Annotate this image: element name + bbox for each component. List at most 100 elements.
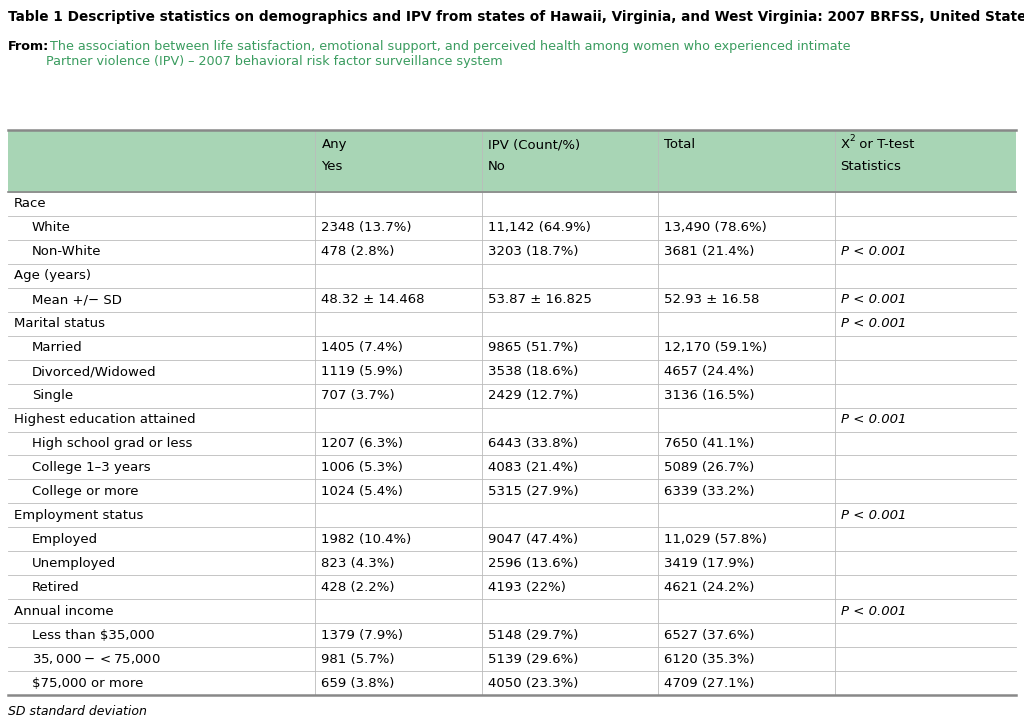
Text: 1006 (5.3%): 1006 (5.3%) <box>322 461 403 474</box>
Text: P < 0.001: P < 0.001 <box>841 605 906 617</box>
Text: 7650 (41.1%): 7650 (41.1%) <box>665 437 755 450</box>
Text: 5089 (26.7%): 5089 (26.7%) <box>665 461 755 474</box>
Text: Statistics: Statistics <box>841 160 901 173</box>
Text: 4083 (21.4%): 4083 (21.4%) <box>487 461 578 474</box>
Text: 11,029 (57.8%): 11,029 (57.8%) <box>665 533 767 546</box>
Text: 4050 (23.3%): 4050 (23.3%) <box>487 676 579 689</box>
Text: 1405 (7.4%): 1405 (7.4%) <box>322 341 403 354</box>
Bar <box>8 551 1016 575</box>
Text: Married: Married <box>32 341 83 354</box>
Text: 5148 (29.7%): 5148 (29.7%) <box>487 629 579 642</box>
Text: 53.87 ± 16.825: 53.87 ± 16.825 <box>487 293 592 307</box>
Text: Divorced/Widowed: Divorced/Widowed <box>32 365 157 378</box>
Bar <box>8 192 1016 216</box>
Text: 981 (5.7%): 981 (5.7%) <box>322 653 395 666</box>
Text: 1207 (6.3%): 1207 (6.3%) <box>322 437 403 450</box>
Text: 659 (3.8%): 659 (3.8%) <box>322 676 395 689</box>
Bar <box>8 623 1016 647</box>
Text: 4709 (27.1%): 4709 (27.1%) <box>665 676 755 689</box>
Bar <box>8 480 1016 503</box>
Text: X: X <box>841 138 850 151</box>
Text: College or more: College or more <box>32 485 138 498</box>
Bar <box>8 432 1016 455</box>
Text: P < 0.001: P < 0.001 <box>841 246 906 258</box>
Text: 13,490 (78.6%): 13,490 (78.6%) <box>665 221 767 235</box>
Text: 9865 (51.7%): 9865 (51.7%) <box>487 341 579 354</box>
Text: Less than $35,000: Less than $35,000 <box>32 629 155 642</box>
Bar <box>8 264 1016 288</box>
Text: 4657 (24.4%): 4657 (24.4%) <box>665 365 755 378</box>
Text: 5139 (29.6%): 5139 (29.6%) <box>487 653 579 666</box>
Bar <box>8 240 1016 264</box>
Text: 6339 (33.2%): 6339 (33.2%) <box>665 485 755 498</box>
Bar <box>8 360 1016 383</box>
Text: 6120 (35.3%): 6120 (35.3%) <box>665 653 755 666</box>
Text: 2429 (12.7%): 2429 (12.7%) <box>487 389 579 402</box>
Text: 52.93 ± 16.58: 52.93 ± 16.58 <box>665 293 760 307</box>
Text: 3203 (18.7%): 3203 (18.7%) <box>487 246 579 258</box>
Text: Non-White: Non-White <box>32 246 101 258</box>
Text: P < 0.001: P < 0.001 <box>841 317 906 330</box>
Bar <box>8 312 1016 336</box>
Text: 3681 (21.4%): 3681 (21.4%) <box>665 246 755 258</box>
Text: $75,000 or more: $75,000 or more <box>32 676 143 689</box>
Bar <box>8 336 1016 360</box>
Bar <box>8 455 1016 480</box>
Text: or T-test: or T-test <box>855 138 914 151</box>
Text: SD standard deviation: SD standard deviation <box>8 705 146 718</box>
Text: Marital status: Marital status <box>14 317 105 330</box>
Text: P < 0.001: P < 0.001 <box>841 293 906 307</box>
Bar <box>8 527 1016 551</box>
Text: 707 (3.7%): 707 (3.7%) <box>322 389 395 402</box>
Bar <box>8 130 1016 192</box>
Text: From:: From: <box>8 40 49 53</box>
Text: 4193 (22%): 4193 (22%) <box>487 581 565 594</box>
Bar <box>8 503 1016 527</box>
Text: 6443 (33.8%): 6443 (33.8%) <box>487 437 578 450</box>
Text: 823 (4.3%): 823 (4.3%) <box>322 556 395 570</box>
Bar <box>8 408 1016 432</box>
Bar <box>8 671 1016 695</box>
Text: 1982 (10.4%): 1982 (10.4%) <box>322 533 412 546</box>
Text: 12,170 (59.1%): 12,170 (59.1%) <box>665 341 767 354</box>
Bar <box>8 647 1016 671</box>
Text: 478 (2.8%): 478 (2.8%) <box>322 246 395 258</box>
Bar <box>8 600 1016 623</box>
Text: 5315 (27.9%): 5315 (27.9%) <box>487 485 579 498</box>
Text: Employment status: Employment status <box>14 509 143 522</box>
Text: P < 0.001: P < 0.001 <box>841 413 906 426</box>
Text: White: White <box>32 221 71 235</box>
Text: 2: 2 <box>850 134 855 143</box>
Text: 48.32 ± 14.468: 48.32 ± 14.468 <box>322 293 425 307</box>
Text: Highest education attained: Highest education attained <box>14 413 196 426</box>
Text: 1024 (5.4%): 1024 (5.4%) <box>322 485 403 498</box>
Text: 4621 (24.2%): 4621 (24.2%) <box>665 581 755 594</box>
Bar <box>8 575 1016 600</box>
Text: Any: Any <box>322 138 347 151</box>
Text: Mean +/− SD: Mean +/− SD <box>32 293 122 307</box>
Text: P < 0.001: P < 0.001 <box>841 509 906 522</box>
Text: Race: Race <box>14 197 47 210</box>
Bar <box>8 216 1016 240</box>
Text: No: No <box>487 160 506 173</box>
Text: 6527 (37.6%): 6527 (37.6%) <box>665 629 755 642</box>
Text: 3538 (18.6%): 3538 (18.6%) <box>487 365 579 378</box>
Text: 3136 (16.5%): 3136 (16.5%) <box>665 389 755 402</box>
Text: Single: Single <box>32 389 73 402</box>
Text: 2348 (13.7%): 2348 (13.7%) <box>322 221 412 235</box>
Bar <box>8 383 1016 408</box>
Text: The association between life satisfaction, emotional support, and perceived heal: The association between life satisfactio… <box>46 40 851 68</box>
Bar <box>8 288 1016 312</box>
Text: 3419 (17.9%): 3419 (17.9%) <box>665 556 755 570</box>
Text: 428 (2.2%): 428 (2.2%) <box>322 581 395 594</box>
Text: 1119 (5.9%): 1119 (5.9%) <box>322 365 403 378</box>
Text: Total: Total <box>665 138 695 151</box>
Text: Age (years): Age (years) <box>14 269 91 282</box>
Text: Retired: Retired <box>32 581 80 594</box>
Text: IPV (Count/%): IPV (Count/%) <box>487 138 580 151</box>
Text: Annual income: Annual income <box>14 605 114 617</box>
Text: 1379 (7.9%): 1379 (7.9%) <box>322 629 403 642</box>
Text: Table 1 Descriptive statistics on demographics and IPV from states of Hawaii, Vi: Table 1 Descriptive statistics on demogr… <box>8 10 1024 24</box>
Text: College 1–3 years: College 1–3 years <box>32 461 151 474</box>
Text: Yes: Yes <box>322 160 343 173</box>
